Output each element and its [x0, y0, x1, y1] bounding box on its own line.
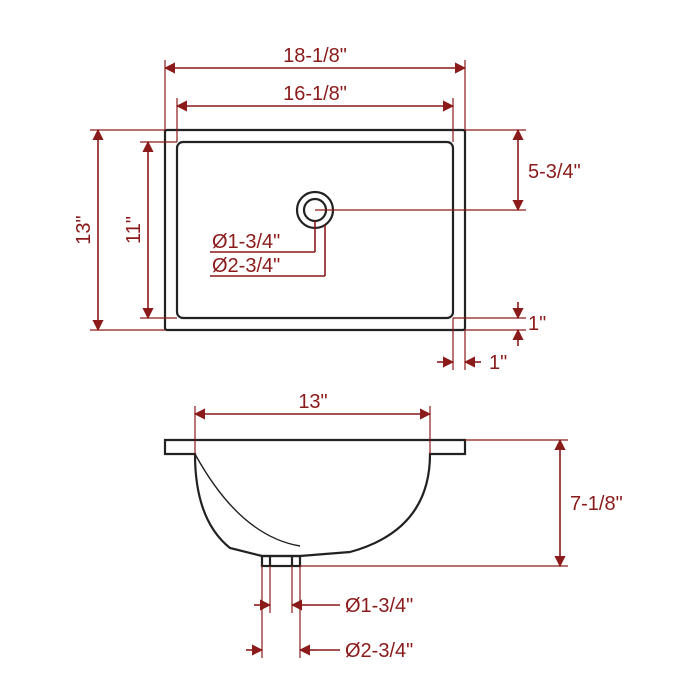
dim-label: 5-3/4"	[528, 161, 581, 183]
dim-label: 1"	[489, 352, 507, 374]
dim-label: Ø1-3/4"	[212, 231, 280, 253]
dim-label: 18-1/8"	[283, 45, 347, 67]
side-view	[165, 440, 465, 566]
dim-drain-dia-top: Ø1-3/4" Ø2-3/4"	[210, 221, 325, 277]
dim-label: 13"	[298, 391, 327, 413]
dim-side-height: 7-1/8"	[300, 440, 623, 566]
dim-label: 11"	[123, 216, 145, 244]
dim-label: 16-1/8"	[283, 83, 347, 105]
dim-label: 13"	[73, 215, 95, 244]
dim-drain-inner-side: Ø1-3/4"	[254, 566, 413, 617]
dim-rim-v: 1"	[453, 302, 546, 346]
dim-label: Ø2-3/4"	[212, 255, 280, 277]
dim-rim-h: 1"	[437, 318, 507, 374]
dim-label: 7-1/8"	[570, 493, 623, 515]
dim-label: Ø1-3/4"	[345, 595, 413, 617]
dim-side-width: 13"	[195, 391, 430, 454]
dim-label: 1"	[528, 313, 546, 335]
dim-top-height-outer: 13"	[73, 130, 165, 330]
dim-top-width-inner: 16-1/8"	[177, 83, 453, 142]
dim-label: Ø2-3/4"	[345, 640, 413, 662]
dim-top-height-inner: 11"	[123, 142, 177, 318]
